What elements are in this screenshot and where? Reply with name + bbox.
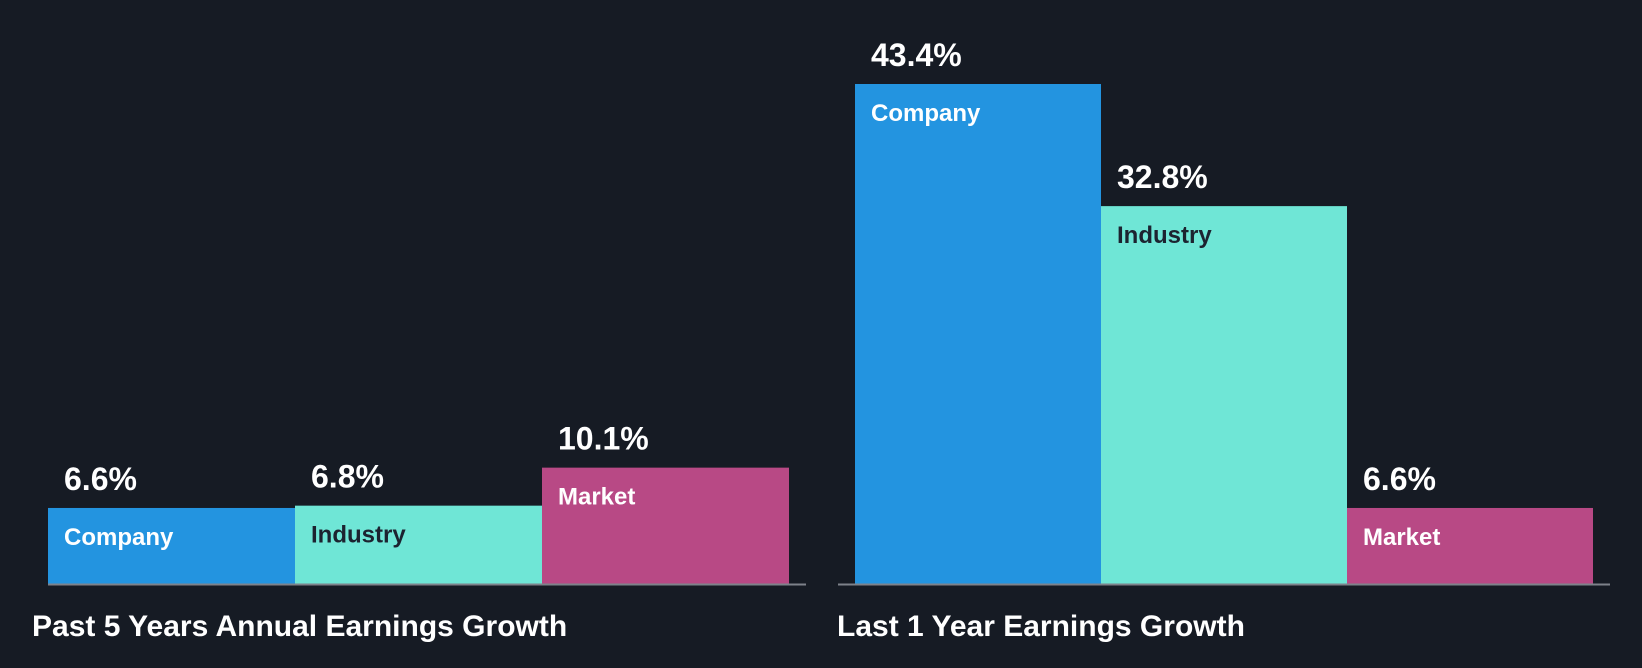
chart-last-1-year: 43.4% Company 32.8% Industry 6.6% Market Last… [837,37,1610,643]
chart-past-5-years: 6.6% Company 6.8% Industry 10.1% Market Past … [32,421,806,643]
value-label: 6.6% [1363,461,1436,497]
bars-group: 43.4% Company 32.8% Industry 6.6% Market [855,37,1593,584]
bar-company [48,507,295,584]
bar-industry [1101,206,1347,584]
chart-title: Last 1 Year Earnings Growth [837,610,1245,643]
value-label: 6.8% [311,459,384,495]
bar-market [1347,507,1593,584]
category-label: Industry [311,522,406,549]
value-label: 6.6% [64,461,137,497]
value-label: 43.4% [871,37,962,73]
category-label: Market [558,484,635,511]
chart-title: Past 5 Years Annual Earnings Growth [32,610,567,643]
value-label: 10.1% [558,421,649,457]
category-label: Company [871,100,981,127]
bar-industry [295,505,542,584]
bar-company [855,84,1101,584]
bars-group: 6.6% Company 6.8% Industry 10.1% Market [48,421,789,584]
category-label: Industry [1117,222,1212,249]
bar-market [542,467,789,584]
value-label: 32.8% [1117,159,1208,195]
category-label: Company [64,524,174,551]
category-label: Market [1363,524,1440,551]
